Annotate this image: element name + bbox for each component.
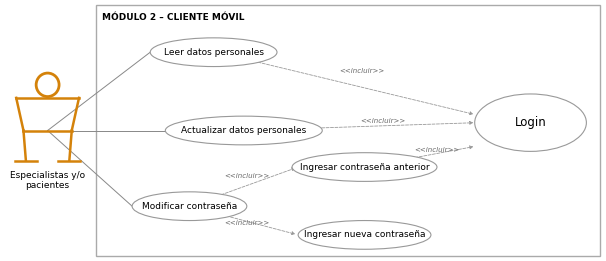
Ellipse shape [132, 192, 247, 221]
Text: <<incluir>>: <<incluir>> [339, 68, 384, 74]
Text: Ingresar contraseña anterior: Ingresar contraseña anterior [300, 163, 429, 171]
Ellipse shape [165, 116, 322, 145]
Ellipse shape [292, 153, 437, 181]
Text: Actualizar datos personales: Actualizar datos personales [181, 126, 307, 135]
Ellipse shape [150, 38, 277, 67]
FancyBboxPatch shape [96, 5, 600, 256]
Text: MÓDULO 2 – CLIENTE MÓVIL: MÓDULO 2 – CLIENTE MÓVIL [102, 13, 244, 22]
Text: <<incluir>>: <<incluir>> [224, 220, 270, 226]
Text: <<incluir>>: <<incluir>> [360, 118, 405, 124]
Ellipse shape [474, 94, 587, 151]
Ellipse shape [298, 221, 431, 249]
Text: <<incluir>>: <<incluir>> [415, 147, 459, 153]
Text: Ingresar nueva contraseña: Ingresar nueva contraseña [304, 230, 425, 239]
Text: Login: Login [514, 116, 547, 129]
Text: Especialistas y/o
pacientes: Especialistas y/o pacientes [10, 171, 85, 190]
Text: Leer datos personales: Leer datos personales [164, 48, 264, 57]
Text: Modificar contraseña: Modificar contraseña [142, 202, 237, 211]
Text: <<incluir>>: <<incluir>> [224, 173, 270, 179]
